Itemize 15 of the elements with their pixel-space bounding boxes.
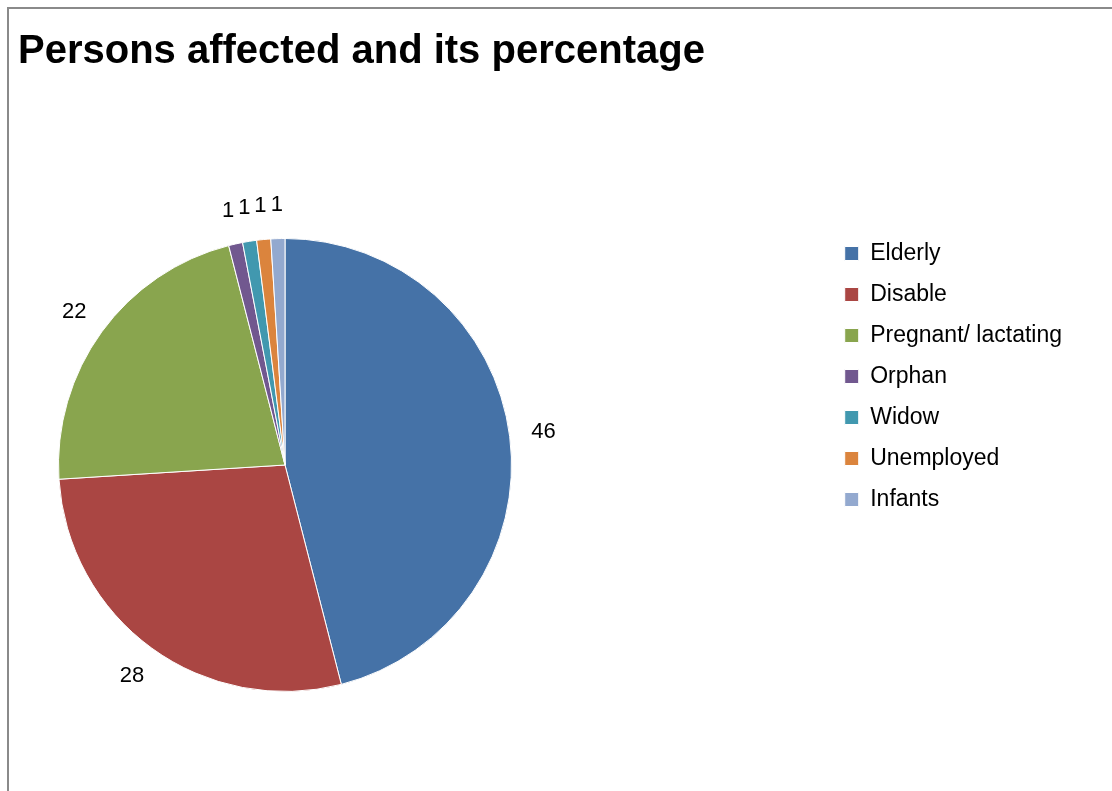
data-label: 28 (119, 661, 145, 687)
legend-label: Infants (870, 484, 940, 511)
legend-label: Elderly (870, 238, 942, 265)
data-label: 1 (238, 193, 251, 219)
data-label: 46 (531, 418, 556, 444)
legend-label: Disable (870, 279, 947, 306)
legend-label: Widow (870, 402, 940, 429)
legend-label: Unemployed (870, 443, 1000, 470)
data-label: 1 (222, 196, 235, 222)
data-label: 1 (270, 190, 283, 216)
data-label: 22 (62, 297, 87, 323)
data-label: 1 (254, 191, 267, 217)
legend-label: Orphan (870, 361, 947, 388)
legend-label: Pregnant/ lactating (870, 320, 1062, 347)
chart-title: Persons affected and its percentage (18, 27, 705, 72)
